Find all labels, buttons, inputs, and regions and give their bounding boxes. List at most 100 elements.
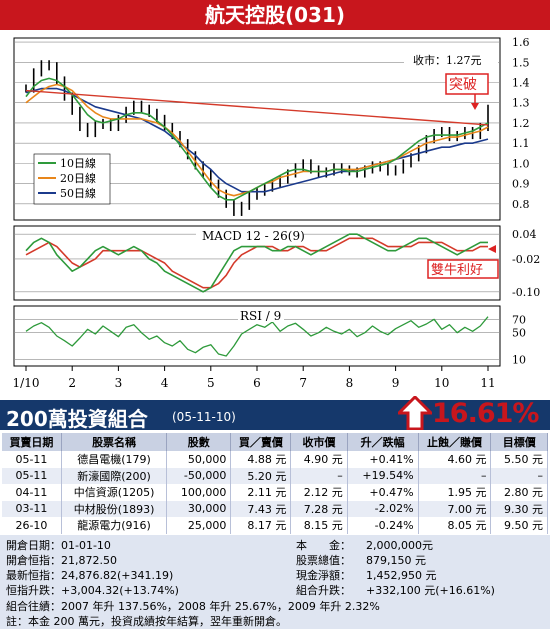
- macd-panel: 0.04 -0.02 -0.10 MACD 12 - 26(9) 雙牛利好: [13, 225, 540, 301]
- table-cell: 2.12 元: [290, 484, 348, 501]
- table-cell: 100,000: [166, 484, 232, 501]
- breakout-label: 突破: [449, 77, 477, 93]
- summary-capital-value: 2,000,000元: [366, 539, 433, 552]
- portfolio-title: 200萬投資組合: [6, 407, 148, 431]
- table-cell: 新濠國際(200): [61, 467, 168, 484]
- summary-latest-index: 最新恒指：24,876.82(+341.19): [6, 569, 174, 582]
- table-cell: 7.28 元: [290, 500, 348, 517]
- signal-box: [427, 259, 499, 279]
- column-header: 止蝕／賺價: [418, 433, 492, 451]
- x-axis: 1/10 2 3 4 5 6 7 8 9 10 11: [13, 365, 500, 390]
- table-cell: 2.80 元: [490, 484, 548, 501]
- table-cell: 9.50 元: [490, 517, 548, 534]
- table-cell: 05-11: [2, 451, 62, 468]
- up-arrow-icon: [398, 396, 432, 430]
- x-tick-label: 7: [299, 376, 307, 390]
- holdings-table: 買賣日期 股票名稱 股數 買／賣價 收市價 升／跌幅 止蝕／賺價 目標價 05-11 德昌電機(…: [2, 433, 548, 534]
- legend-label: 50日線: [60, 186, 96, 200]
- table-cell: 7.43 元: [230, 500, 292, 517]
- table-cell: 中信資源(1205): [61, 484, 168, 501]
- close-label-bg: [404, 52, 498, 67]
- table-cell: 30,000: [166, 500, 232, 517]
- summary-panel: 開倉日期：01-01-10 開倉恒指：21,872.50 最新恒指：24,876…: [0, 535, 550, 629]
- x-tick-label: 3: [115, 376, 123, 390]
- y-tick-label: 0.8: [512, 198, 530, 211]
- macd-title: MACD 12 - 26(9): [202, 229, 305, 243]
- table-cell: –: [490, 467, 548, 484]
- x-tick-label: 8: [346, 376, 354, 390]
- y-tick-label: 1.1: [512, 137, 530, 150]
- summary-stock-value: 879,150 元: [366, 554, 426, 567]
- y-tick-label: 1.0: [512, 157, 530, 170]
- table-cell: 8.05 元: [418, 517, 492, 534]
- macd-line: [25, 233, 488, 293]
- column-header: 股票名稱: [61, 433, 168, 451]
- y-tick-label: 50: [512, 327, 526, 340]
- table-cell: +19.54%: [347, 467, 419, 484]
- table-row: 03-11 中材股份(1893) 30,000 7.43 元 7.28 元 -2.02% 7…: [2, 500, 548, 517]
- x-tick-label: 2: [68, 376, 76, 390]
- rsi-title-bg: [238, 309, 284, 322]
- y-tick-label: 1.5: [512, 56, 530, 69]
- breakout-arrow-head: [471, 103, 479, 110]
- table-cell: 05-11: [2, 467, 62, 484]
- table-cell: 中材股份(1893): [61, 500, 168, 517]
- table-cell: 03-11: [2, 500, 62, 517]
- table-cell: 25,000: [166, 517, 232, 534]
- y-tick-label: -0.02: [512, 253, 540, 266]
- y-tick-label: 10: [512, 353, 526, 366]
- table-cell: 26-10: [2, 517, 62, 534]
- table-cell: -50,000: [166, 467, 232, 484]
- y-tick-label: 1.6: [512, 36, 530, 49]
- x-tick-label: 11: [480, 376, 495, 390]
- table-cell: 8.15 元: [290, 517, 348, 534]
- table-row: 05-11 新濠國際(200) -50,000 5.20 元 – +19.54% – –: [2, 467, 548, 484]
- chart-area: 1.6 1.5 1.4 1.3 1.2 1.1 1.0 0.9 0.8 10日線 20日線 50日線 收…: [0, 30, 550, 402]
- summary-pnl-value: +332,100 元(+16.61%): [366, 584, 495, 597]
- summary-cash-label: 現金淨額：: [296, 569, 351, 582]
- table-cell: 04-11: [2, 484, 62, 501]
- table-cell: 5.50 元: [490, 451, 548, 468]
- signal-arrow-head: [488, 245, 496, 253]
- table-cell: 9.30 元: [490, 500, 548, 517]
- table-cell: 4.88 元: [230, 451, 292, 468]
- breakout-box: [445, 73, 489, 95]
- table-cell: 4.60 元: [418, 451, 492, 468]
- table-cell: 2.11 元: [230, 484, 292, 501]
- table-row: 26-10 龍源電力(916) 25,000 8.17 元 8.15 元 -0.24% 8.…: [2, 517, 548, 534]
- y-tick-label: 1.3: [512, 97, 530, 110]
- signal-label: 雙牛利好: [431, 263, 483, 278]
- summary-index-change: 恒指升跌：+3,004.32(+13.74%): [6, 584, 179, 597]
- column-header: 收市價: [290, 433, 348, 451]
- summary-open-index: 開倉恒指：21,872.50: [6, 554, 117, 567]
- table-cell: 4.90 元: [290, 451, 348, 468]
- table-cell: +0.41%: [347, 451, 419, 468]
- ma50-line: [25, 87, 489, 193]
- table-cell: 德昌電機(179): [61, 451, 168, 468]
- column-header: 買賣日期: [2, 433, 62, 451]
- table-cell: +0.47%: [347, 484, 419, 501]
- summary-pnl-label: 組合升跌：: [296, 584, 351, 597]
- portfolio-date: (05-11-10): [172, 410, 236, 424]
- ma10-line: [25, 77, 489, 201]
- close-price-label: 收市：1.27元: [413, 53, 482, 67]
- table-row: 04-11 中信資源(1205) 100,000 2.11 元 2.12 元 +0.47%…: [2, 484, 548, 501]
- table-cell: -0.24%: [347, 517, 419, 534]
- table-body: 05-11 德昌電機(179) 50,000 4.88 元 4.90 元 +0.41% 4.…: [2, 451, 548, 534]
- table-header-row: 買賣日期 股票名稱 股數 買／賣價 收市價 升／跌幅 止蝕／賺價 目標價: [2, 433, 548, 451]
- rsi-title: RSI / 9: [240, 309, 281, 323]
- column-header: 股數: [166, 433, 232, 451]
- legend-label: 10日線: [60, 156, 96, 170]
- table-cell: 5.20 元: [230, 467, 292, 484]
- table-cell: -2.02%: [347, 500, 419, 517]
- y-tick-label: 70: [512, 313, 526, 326]
- page-title: 航天控股(031): [0, 0, 550, 30]
- macd-title-bg: [196, 229, 304, 243]
- table-cell: –: [290, 467, 348, 484]
- x-tick-label: 9: [392, 376, 400, 390]
- x-tick-label: 10: [434, 376, 449, 390]
- summary-cash-value: 1,452,950 元: [366, 569, 437, 582]
